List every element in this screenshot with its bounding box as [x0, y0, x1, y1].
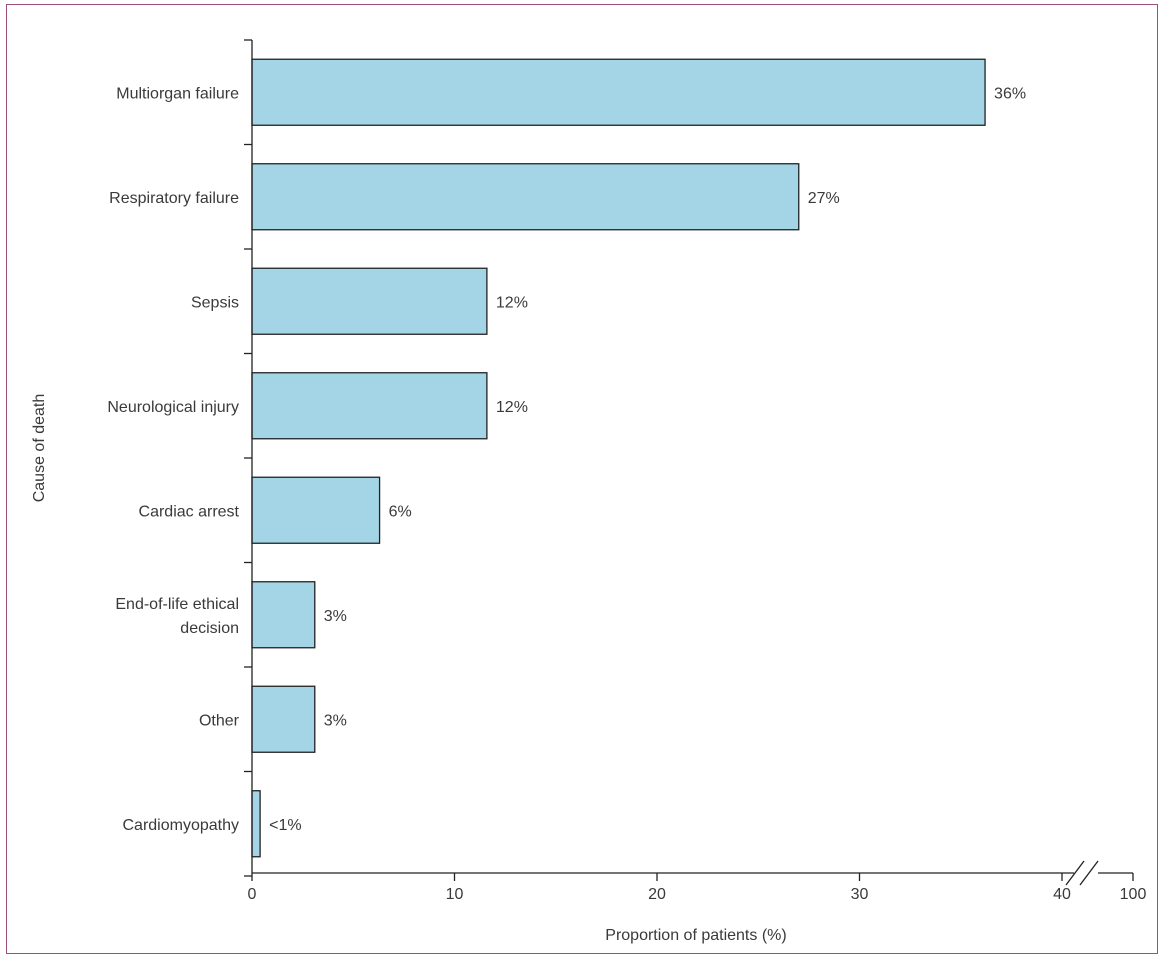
value-label: 3%	[324, 712, 347, 729]
bar	[251, 476, 381, 544]
value-label: 27%	[808, 190, 840, 207]
value-label: 36%	[994, 85, 1026, 102]
value-label: 12%	[496, 294, 528, 311]
bar	[251, 790, 261, 858]
x-tick-label: 100	[1120, 886, 1147, 903]
chart-frame	[6, 4, 1158, 954]
x-tick-label: 40	[1053, 886, 1071, 903]
x-tick-label: 20	[648, 886, 666, 903]
category-label: Multiorgan failure	[116, 85, 239, 102]
bar	[251, 267, 488, 335]
bar	[251, 58, 986, 126]
value-label: 6%	[389, 503, 412, 520]
value-label: 3%	[324, 608, 347, 625]
bar	[251, 685, 316, 753]
value-labels: 36% 27% 12% 12% 6% 3% 3% <1%	[269, 85, 1026, 834]
x-tick-label: 10	[446, 886, 464, 903]
bar	[251, 581, 316, 649]
category-label: Other	[199, 712, 240, 729]
x-tick-label: 0	[248, 886, 257, 903]
axes	[244, 39, 1134, 886]
x-axis-title: Proportion of patients (%)	[605, 927, 786, 944]
category-label: Cardiac arrest	[139, 503, 240, 520]
x-tick-labels: 0 10 20 30 40 100	[248, 886, 1147, 903]
bar	[251, 163, 800, 231]
category-label: decision	[180, 620, 239, 637]
bar	[251, 372, 488, 440]
axis-break-mark	[1079, 860, 1099, 886]
axis-break-mark	[1065, 860, 1085, 886]
category-label: End-of-life ethical	[115, 596, 239, 613]
category-label: Respiratory failure	[109, 190, 239, 207]
category-label: Neurological injury	[107, 399, 239, 416]
y-axis-title: Cause of death	[31, 394, 48, 503]
bars-layer	[251, 58, 986, 858]
x-tick-label: 30	[851, 886, 869, 903]
value-label: 12%	[496, 399, 528, 416]
category-labels: Multiorgan failure Respiratory failure Sep…	[107, 85, 239, 834]
category-label: Sepsis	[191, 294, 239, 311]
category-label: Cardiomyopathy	[123, 817, 240, 834]
value-label: <1%	[269, 817, 301, 834]
